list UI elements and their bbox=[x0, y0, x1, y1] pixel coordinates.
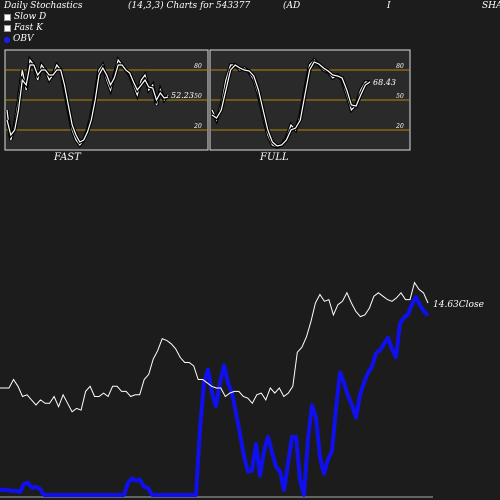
fast-last-value-label: 52.23 bbox=[171, 91, 194, 100]
legend-fast-k: Fast K bbox=[4, 23, 46, 34]
full-tick-label: 20 bbox=[395, 123, 404, 130]
ticker-part-3: SHAF bbox=[482, 1, 500, 11]
obv-line bbox=[0, 295, 430, 497]
full-last-value-label: 68.43 bbox=[373, 78, 396, 87]
full-tick-label: 50 bbox=[396, 93, 404, 100]
fast-tick-label: 50 bbox=[194, 93, 202, 100]
close-line bbox=[0, 281, 429, 413]
fast-tick-label: 80 bbox=[194, 63, 202, 70]
legend: Slow D Fast K OBV bbox=[4, 12, 46, 45]
full-tick-label: 80 bbox=[396, 63, 404, 70]
legend-obv: OBV bbox=[4, 34, 46, 45]
fast-series-2-line bbox=[6, 64, 169, 143]
ticker-part-2: I bbox=[387, 1, 391, 11]
full-series-2-line bbox=[211, 61, 371, 147]
obv-swatch bbox=[4, 36, 10, 43]
close-value-label: 14.63Close bbox=[433, 300, 484, 310]
full-panel-label: FULL bbox=[260, 152, 289, 163]
legend-slow-d: Slow D bbox=[4, 12, 46, 23]
chart-title: Daily Stochastics bbox=[4, 1, 83, 11]
chart-params: (14,3,3) Charts for 543377 bbox=[128, 1, 251, 11]
fast-tick-label: 20 bbox=[193, 123, 202, 130]
fast-k-swatch bbox=[4, 25, 11, 32]
slow-d-swatch bbox=[4, 14, 11, 21]
ticker-part-1: (AD bbox=[283, 1, 301, 11]
fast-panel-label: FAST bbox=[54, 152, 81, 163]
